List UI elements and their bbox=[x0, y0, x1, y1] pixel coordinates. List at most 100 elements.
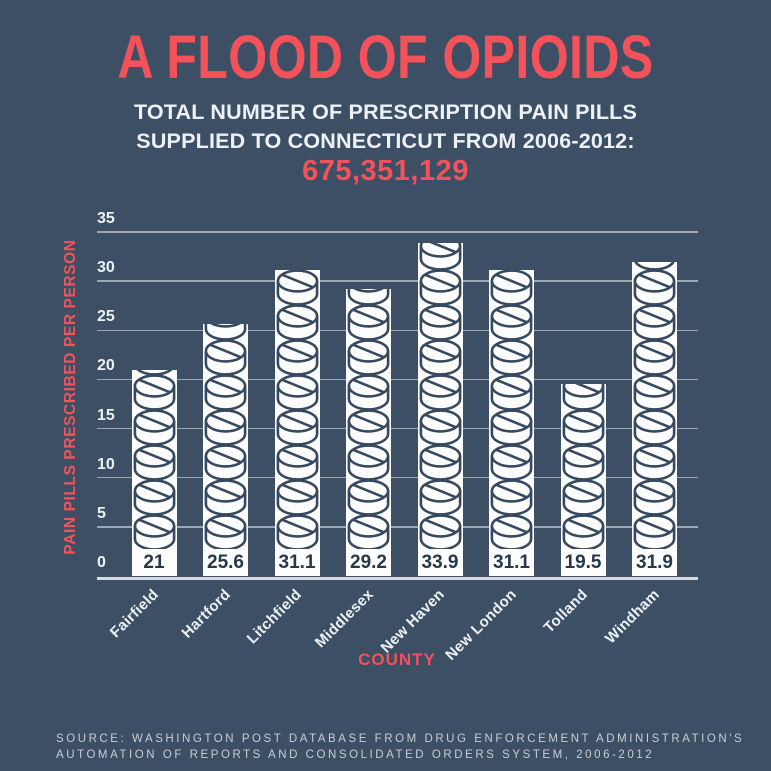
y-tick-label-0: 0 bbox=[97, 554, 106, 571]
chart-subtitle: TOTAL NUMBER OF PRESCRIPTION PAIN PILLS … bbox=[0, 98, 771, 155]
pill-icon bbox=[204, 479, 247, 516]
pill-icon bbox=[562, 479, 604, 516]
y-tick-label-10: 10 bbox=[97, 455, 115, 473]
bar-value-label: 31.9 bbox=[632, 549, 677, 576]
total-pills-number: 675,351,129 bbox=[302, 155, 469, 187]
bar-value-label: 19.5 bbox=[560, 549, 606, 576]
source-attribution: SOURCE: WASHINGTON POST DATABASE FROM DR… bbox=[56, 732, 756, 763]
pill-icon bbox=[204, 374, 247, 411]
pill-icon bbox=[490, 409, 533, 446]
pill-icon bbox=[133, 374, 175, 411]
pill-icon bbox=[276, 339, 318, 376]
pill-icon bbox=[204, 444, 247, 481]
pill-icon bbox=[133, 514, 175, 551]
pill-icon bbox=[276, 514, 318, 551]
pill-icon bbox=[347, 479, 390, 516]
bar-tolland: 19.5 bbox=[560, 384, 606, 576]
pill-icon bbox=[204, 409, 247, 446]
bar-litchfield: 31.1 bbox=[274, 270, 320, 576]
bar-fairfield: 21 bbox=[131, 370, 177, 576]
pill-icon bbox=[276, 444, 318, 481]
pill-icon bbox=[633, 514, 676, 551]
bar-value-label: 29.2 bbox=[346, 549, 391, 576]
pill-icon bbox=[633, 409, 676, 446]
y-tick-label-30: 30 bbox=[97, 259, 115, 277]
y-tick-label-20: 20 bbox=[97, 357, 115, 375]
pill-icon bbox=[347, 339, 390, 376]
bar-value-label: 25.6 bbox=[203, 549, 248, 576]
pill-icon bbox=[490, 270, 533, 306]
gridline-15 bbox=[97, 427, 698, 430]
pill-icon bbox=[633, 269, 676, 306]
pill-icon bbox=[633, 374, 676, 411]
pill-icon bbox=[419, 444, 461, 481]
subtitle-line-2: SUPPLIED TO CONNECTICUT FROM 2006-2012: bbox=[136, 128, 635, 153]
source-line-2: AUTOMATION OF REPORTS AND CONSOLIDATED O… bbox=[56, 748, 655, 761]
pill-icon bbox=[562, 514, 604, 551]
bar-value-label: 33.9 bbox=[417, 549, 463, 576]
pill-icon bbox=[276, 304, 318, 341]
x-axis-line bbox=[97, 576, 698, 580]
subtitle-line-1: TOTAL NUMBER OF PRESCRIPTION PAIN PILLS bbox=[133, 100, 638, 124]
pill-icon bbox=[490, 304, 533, 341]
pill-icon bbox=[490, 374, 533, 411]
pill-icon bbox=[136, 370, 172, 376]
pill-icon bbox=[562, 444, 604, 481]
pill-icon bbox=[419, 409, 461, 446]
pill-icon bbox=[419, 243, 461, 271]
pill-icon bbox=[290, 270, 304, 271]
y-tick-label-5: 5 bbox=[97, 504, 106, 522]
pill-icon bbox=[347, 444, 390, 481]
pill-icon bbox=[562, 409, 604, 446]
y-tick-label-15: 15 bbox=[97, 406, 115, 424]
pill-icon bbox=[490, 444, 533, 481]
pill-icon bbox=[204, 324, 247, 341]
gridline-10 bbox=[97, 476, 698, 479]
pill-icon bbox=[419, 304, 461, 341]
bar-windham: 31.9 bbox=[632, 262, 677, 576]
page-title: A FLOOD OF OPIOIDS bbox=[117, 23, 654, 91]
pill-icon bbox=[347, 304, 390, 341]
pill-icon bbox=[419, 479, 461, 516]
pill-icon bbox=[634, 262, 675, 271]
pill-icon bbox=[490, 479, 533, 516]
pill-icon bbox=[276, 270, 318, 306]
pill-icon bbox=[347, 374, 390, 411]
gridline-5 bbox=[97, 526, 698, 528]
pill-icon bbox=[347, 409, 390, 446]
pill-icon bbox=[276, 374, 318, 411]
bar-value-label: 31.1 bbox=[274, 549, 320, 576]
pill-icon bbox=[204, 514, 247, 551]
pill-icon bbox=[419, 339, 461, 376]
pill-icon bbox=[276, 479, 318, 516]
gridline-25 bbox=[97, 329, 698, 331]
pill-icon bbox=[633, 304, 676, 341]
pill-icon bbox=[490, 514, 533, 551]
pill-icon bbox=[419, 374, 461, 411]
pill-icon bbox=[419, 514, 461, 551]
gridline-35 bbox=[97, 231, 698, 233]
bar-new-haven: 33.9 bbox=[417, 243, 463, 576]
pill-icon bbox=[133, 479, 175, 516]
pill-icon bbox=[347, 514, 390, 551]
pill-icon bbox=[276, 409, 318, 446]
x-axis-title: COUNTY bbox=[358, 650, 436, 669]
bar-middlesex: 29.2 bbox=[346, 289, 391, 576]
pill-icon bbox=[562, 384, 604, 411]
y-axis-title: PAIN PILLS PRESCRIBED PER PERSON bbox=[62, 239, 79, 555]
y-tick-label-25: 25 bbox=[97, 308, 115, 326]
pill-icon bbox=[133, 444, 175, 481]
pill-icon bbox=[633, 444, 676, 481]
y-tick-label-35: 35 bbox=[97, 209, 115, 227]
bar-value-label: 21 bbox=[131, 549, 177, 576]
source-line-1: SOURCE: WASHINGTON POST DATABASE FROM DR… bbox=[56, 733, 745, 745]
pill-icon bbox=[204, 339, 247, 376]
gridline-30 bbox=[97, 280, 698, 282]
bar-new-london: 31.1 bbox=[489, 270, 534, 576]
pill-icon bbox=[347, 289, 390, 306]
bar-value-label: 31.1 bbox=[489, 549, 534, 576]
pill-icon bbox=[504, 270, 519, 271]
pill-icon bbox=[419, 269, 461, 306]
pill-icon bbox=[133, 409, 175, 446]
pill-icon bbox=[633, 479, 676, 516]
